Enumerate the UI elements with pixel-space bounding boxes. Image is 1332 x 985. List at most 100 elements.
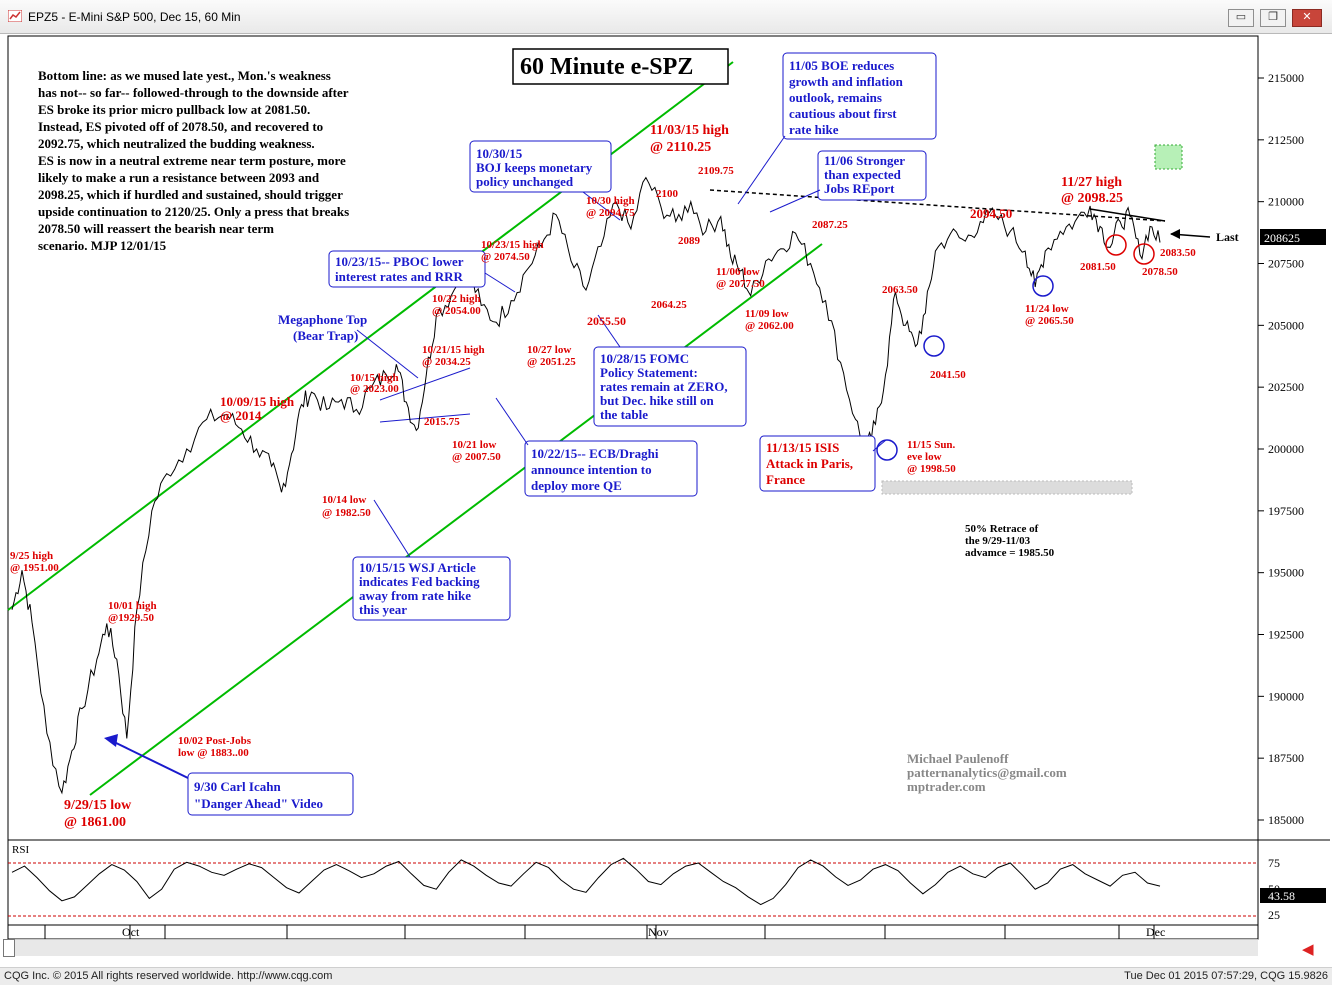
label-1021-high-value: @ 2034.25 bbox=[422, 356, 471, 368]
label-1027-value: @ 2051.25 bbox=[527, 356, 576, 368]
time-scrollbar[interactable] bbox=[8, 939, 1258, 956]
rsi-series-line bbox=[11, 857, 1161, 906]
megaphone-label-sub: (Bear Trap) bbox=[293, 328, 358, 343]
connector-line bbox=[582, 191, 621, 221]
target-box bbox=[1154, 144, 1183, 170]
pivot-circle bbox=[1133, 243, 1155, 265]
boj-text: BOJ keeps monetary bbox=[476, 160, 593, 175]
rsi-label: RSI bbox=[12, 844, 29, 856]
retrace-label: 50% Retrace of bbox=[965, 523, 1039, 535]
retrace-label: the 9/29-11/03 bbox=[965, 535, 1031, 547]
connector-line bbox=[495, 397, 529, 446]
retrace-zone bbox=[881, 480, 1133, 495]
label-1109-value: @ 2062.00 bbox=[745, 320, 794, 332]
label-1014-value: @ 1982.50 bbox=[322, 507, 371, 519]
minimize-button[interactable]: ▭ bbox=[1228, 9, 1254, 27]
label-2109-75: 2109.75 bbox=[698, 165, 734, 177]
label-1115-value: @ 1998.50 bbox=[907, 463, 956, 475]
label-1014: 10/14 low bbox=[322, 494, 366, 506]
label-1023: 10/23/15 high bbox=[481, 239, 544, 251]
app-chart-icon bbox=[8, 10, 22, 22]
price-tick-label: 195000 bbox=[1268, 566, 1304, 580]
wsj-text: 10/15/15 WSJ Article bbox=[359, 560, 476, 575]
scroll-right-arrow-icon[interactable]: ◀ bbox=[1302, 941, 1314, 958]
boe-text: rate hike bbox=[789, 122, 839, 137]
label-1124-value: @ 2065.50 bbox=[1025, 315, 1074, 327]
label-929-value: @ 1861.00 bbox=[64, 815, 126, 830]
label-2041-50: 2041.50 bbox=[930, 369, 966, 381]
label-2081-50: 2081.50 bbox=[1080, 261, 1116, 273]
commentary-line: ES broke its prior micro pullback low at… bbox=[38, 102, 310, 117]
ecb-text: deploy more QE bbox=[531, 478, 622, 493]
rsi-tick-75: 75 bbox=[1268, 856, 1280, 870]
chart-area[interactable]: 215000 212500 210000 207500 205000 202500 2000… bbox=[0, 33, 1332, 968]
isis-text: 11/13/15 ISIS bbox=[766, 440, 839, 455]
label-1109: 11/09 low bbox=[745, 308, 789, 320]
commentary-line: likely to make a run a resistance betwee… bbox=[38, 170, 320, 185]
label-925-value: @ 1951.00 bbox=[10, 562, 59, 574]
time-tick-label: Oct bbox=[122, 925, 140, 939]
price-tick-label: 190000 bbox=[1268, 689, 1304, 703]
price-tick-label: 205000 bbox=[1268, 318, 1304, 332]
connector-line bbox=[872, 439, 887, 452]
lower-channel-line bbox=[89, 243, 823, 796]
boj-text: 10/30/15 bbox=[476, 146, 523, 161]
label-2064-25: 2064.25 bbox=[651, 299, 687, 311]
restore-button[interactable]: ❐ bbox=[1260, 9, 1286, 27]
label-1021-low-value: @ 2007.50 bbox=[452, 451, 501, 463]
icahn-text: 9/30 Carl Icahn bbox=[194, 779, 281, 794]
price-tick-label: 212500 bbox=[1268, 133, 1304, 147]
label-2094-50: 2094.50 bbox=[970, 206, 1012, 221]
copyright-text: CQG Inc. © 2015 All rights reserved worl… bbox=[4, 970, 333, 982]
isis-text: Attack in Paris, bbox=[766, 456, 853, 471]
connector-line bbox=[373, 499, 411, 558]
scroll-thumb[interactable] bbox=[3, 939, 15, 957]
label-1009-value: @ 2014 bbox=[220, 408, 262, 423]
commentary-line: Instead, ES pivoted off of 2078.50, and … bbox=[38, 119, 323, 134]
rsi-last-box bbox=[1260, 888, 1326, 903]
label-1115: 11/15 Sun. bbox=[907, 439, 956, 451]
label-925: 9/25 high bbox=[10, 550, 53, 562]
last-price-box bbox=[1260, 229, 1326, 245]
upper-channel-line bbox=[7, 61, 734, 611]
label-1030: 10/30 high bbox=[586, 195, 635, 207]
label-1127-value: @ 2098.25 bbox=[1061, 191, 1123, 206]
boj-text: policy unchanged bbox=[476, 174, 574, 189]
label-1002: 10/02 Post-Jobs bbox=[178, 735, 252, 747]
icahn-text: "Danger Ahead" Video bbox=[194, 796, 323, 811]
label-2063-50: 2063.50 bbox=[882, 284, 918, 296]
price-tick-label: 202500 bbox=[1268, 380, 1304, 394]
low-circle bbox=[1032, 275, 1054, 297]
label-1002-value: low @ 1883..00 bbox=[178, 747, 249, 759]
boe-text: 11/05 BOE reduces bbox=[789, 58, 894, 73]
price-series-line bbox=[11, 176, 1161, 795]
megaphone-label: Megaphone Top bbox=[278, 312, 367, 327]
jobs-text: than expected bbox=[824, 167, 902, 182]
close-button[interactable]: ✕ bbox=[1292, 9, 1322, 27]
low-circle bbox=[876, 439, 898, 461]
low-circle bbox=[923, 335, 945, 357]
commentary-line: 2092.75, which neutralized the budding w… bbox=[38, 136, 315, 151]
label-2100: 2100 bbox=[656, 188, 679, 200]
ecb-box bbox=[524, 440, 698, 497]
price-tick-label: 185000 bbox=[1268, 813, 1304, 827]
connector-line bbox=[769, 189, 821, 213]
label-1030-value: @ 2094.75 bbox=[586, 207, 635, 219]
time-tick-label: Nov bbox=[648, 925, 669, 939]
label-1127: 11/27 high bbox=[1061, 175, 1122, 190]
label-1027: 10/27 low bbox=[527, 344, 571, 356]
resistance-dashed-line bbox=[709, 189, 1166, 222]
label-929: 9/29/15 low bbox=[64, 798, 132, 813]
credit-site: mptrader.com bbox=[907, 779, 986, 794]
fomc-text: Policy Statement: bbox=[600, 365, 698, 380]
ecb-text: 10/22/15-- ECB/Draghi bbox=[531, 446, 659, 461]
label-1009: 10/09/15 high bbox=[220, 394, 295, 409]
commentary-line: 2098.25, which if hurdled and sustained,… bbox=[38, 187, 343, 202]
wsj-text: this year bbox=[359, 602, 407, 617]
commentary-line: scenario. MJP 12/01/15 bbox=[38, 238, 167, 253]
connector-line bbox=[597, 314, 621, 348]
time-tick-label: Dec bbox=[1146, 925, 1165, 939]
icahn-arrow-line bbox=[111, 740, 189, 779]
price-tick-label: 210000 bbox=[1268, 195, 1304, 209]
label-2078-50: 2078.50 bbox=[1142, 266, 1178, 278]
